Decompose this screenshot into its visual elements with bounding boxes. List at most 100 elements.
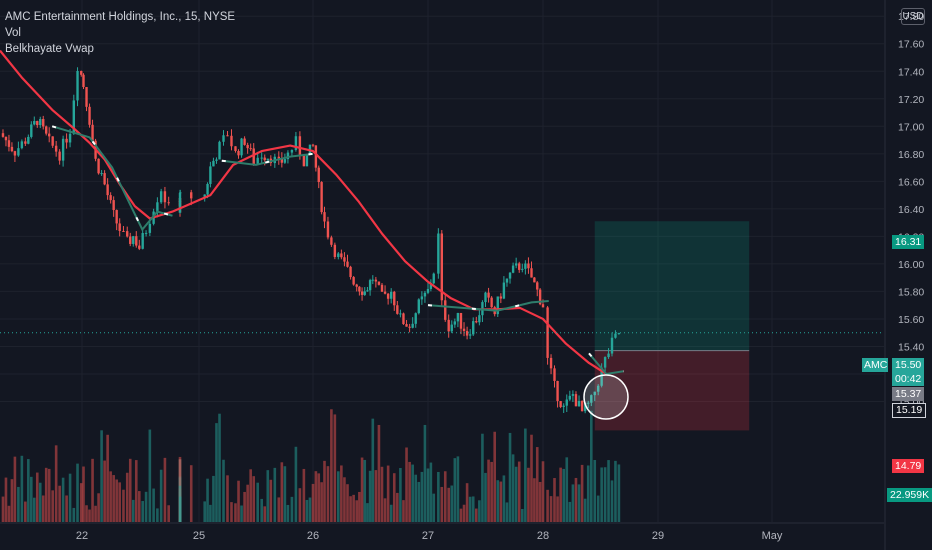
candle-body — [82, 74, 85, 88]
candle-body — [206, 183, 209, 195]
volume-bar — [243, 491, 246, 522]
candle-body — [45, 126, 48, 134]
price-tick-label: 17.40 — [898, 66, 924, 78]
volume-bar — [94, 505, 97, 522]
volume-bar — [131, 499, 135, 522]
candle-body — [549, 357, 553, 369]
candle-body — [450, 324, 453, 332]
volume-bar — [323, 460, 326, 522]
vwap-price-tag: 15.37 — [892, 387, 925, 401]
volume-bar — [389, 504, 393, 522]
candle-body — [346, 261, 349, 267]
candle-body — [1, 133, 5, 137]
volume-bar — [88, 509, 91, 522]
candle-body — [88, 106, 91, 125]
candle-body — [496, 296, 499, 315]
volume-bar — [178, 496, 182, 522]
candle-body — [7, 140, 11, 147]
price-tick-label: 15.40 — [898, 341, 924, 353]
candle-body — [366, 290, 369, 292]
candle-body — [530, 268, 533, 278]
candle-body — [358, 286, 361, 292]
candle-body — [148, 223, 152, 233]
candle-body — [80, 70, 83, 75]
volume-bar — [44, 467, 48, 522]
price-tick-label: 17.60 — [898, 39, 924, 51]
candle-body — [524, 263, 527, 269]
candle-body — [593, 391, 596, 396]
candle-body — [487, 292, 490, 298]
volume-indicator-label[interactable]: Vol — [5, 27, 21, 39]
volume-bar — [252, 476, 256, 522]
time-tick-label: 22 — [76, 530, 88, 542]
candle-body — [85, 87, 88, 107]
volume-bar — [148, 429, 152, 522]
candle-body — [499, 296, 503, 299]
candle-body — [115, 210, 118, 224]
volume-bar — [429, 462, 433, 522]
candle-body — [48, 133, 51, 137]
volume-bar — [54, 445, 58, 522]
candle-body — [209, 166, 212, 184]
volume-bar — [100, 430, 103, 522]
volume-bar — [38, 482, 42, 522]
volume-bar — [4, 477, 8, 522]
volume-bar — [97, 493, 100, 522]
candle-body — [386, 293, 390, 299]
volume-bar — [484, 472, 487, 522]
candle-body — [580, 400, 584, 412]
candle-body — [456, 312, 460, 322]
volume-bar — [565, 457, 569, 522]
candle-body — [314, 145, 318, 168]
volume-bar — [260, 498, 263, 522]
candle-body — [355, 284, 358, 287]
volume-bar — [35, 472, 39, 522]
candle-body — [511, 265, 515, 273]
candle-body — [91, 124, 94, 141]
volume-bar — [392, 473, 396, 522]
vwap-line — [221, 152, 314, 166]
volume-value-tag: 22.959K — [887, 488, 932, 502]
volume-bar — [302, 468, 306, 522]
candle-body — [237, 150, 240, 156]
volume-bar — [505, 502, 509, 522]
candle-body — [617, 332, 621, 334]
volume-bar — [481, 433, 484, 522]
volume-bar — [61, 477, 65, 522]
volume-bar — [215, 423, 218, 522]
candle-body — [20, 141, 24, 149]
vwap-indicator-label[interactable]: Belkhayate Vwap — [5, 43, 94, 55]
candle-body — [447, 319, 450, 332]
candle-body — [72, 100, 75, 134]
candle-body — [402, 313, 405, 325]
candle-body — [132, 236, 135, 244]
candle-body — [178, 193, 182, 206]
volume-bar — [159, 469, 163, 522]
volume-bar — [465, 483, 469, 522]
volume-bar — [283, 466, 287, 522]
volume-bar — [20, 455, 24, 522]
volume-bar — [541, 461, 545, 522]
candle-body — [411, 323, 414, 328]
volume-bar — [371, 418, 375, 522]
volume-bar — [574, 477, 578, 522]
volume-bar — [349, 496, 352, 522]
volume-bar — [423, 424, 427, 522]
candle-body — [76, 70, 79, 101]
symbol-tag: AMC — [862, 358, 888, 372]
candle-body — [533, 277, 536, 283]
candle-body — [4, 136, 8, 141]
volume-bar — [402, 500, 405, 522]
price-tick-label: 16.80 — [898, 149, 924, 161]
currency-button[interactable]: USD — [901, 8, 925, 25]
candle-body — [246, 144, 249, 149]
candle-body — [349, 266, 352, 278]
candle-body — [138, 245, 141, 249]
candle-body — [51, 136, 54, 146]
candle-body — [30, 124, 33, 137]
candle-body — [343, 257, 346, 262]
candle-body — [129, 236, 132, 244]
volume-bar — [118, 482, 121, 522]
candle-body — [399, 313, 402, 315]
